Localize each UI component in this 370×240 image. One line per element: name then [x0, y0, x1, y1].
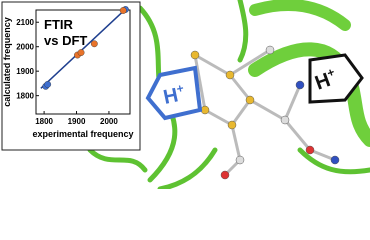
- molecule: [193, 48, 336, 177]
- fit-line: [40, 6, 129, 89]
- point: [44, 80, 52, 88]
- arrow-label-sup: +: [175, 81, 185, 96]
- atoms: [190, 45, 340, 180]
- arrow-label: H+: [312, 65, 340, 95]
- x-tick-label: 2000: [100, 117, 118, 126]
- x-axis-label: experimental frequency: [32, 129, 133, 139]
- y-tick-label: 1800: [16, 92, 34, 101]
- point: [119, 7, 127, 14]
- x-tick-label: 1900: [68, 117, 86, 126]
- arrow-label-base: H: [161, 84, 180, 109]
- y-tick-label: 2000: [16, 43, 34, 52]
- arrow-label-base: H: [312, 69, 333, 95]
- y-tick-label: 1900: [16, 67, 34, 76]
- arrow-left: H+: [145, 65, 203, 121]
- chart-title: vs DFT: [44, 33, 87, 48]
- x-tick-label: 1800: [35, 117, 53, 126]
- arrow-label-sup: +: [325, 65, 336, 81]
- y-axis-label: calculated frequency: [2, 17, 12, 107]
- plot: 1800 1900 2000 1800 1900 2000 2100 experimental…: [2, 6, 134, 139]
- arrow-label: H+: [161, 81, 187, 109]
- arrow-right: H+: [308, 53, 364, 104]
- graphical-abstract: H+ H+ 1800 1900 20001800190020002100experi…: [1, 0, 370, 192]
- point: [77, 49, 85, 56]
- plot-area: [35, 9, 131, 115]
- point: [90, 40, 98, 48]
- y-tick-label: 2100: [16, 18, 34, 27]
- chart-title: FTIR: [44, 17, 73, 32]
